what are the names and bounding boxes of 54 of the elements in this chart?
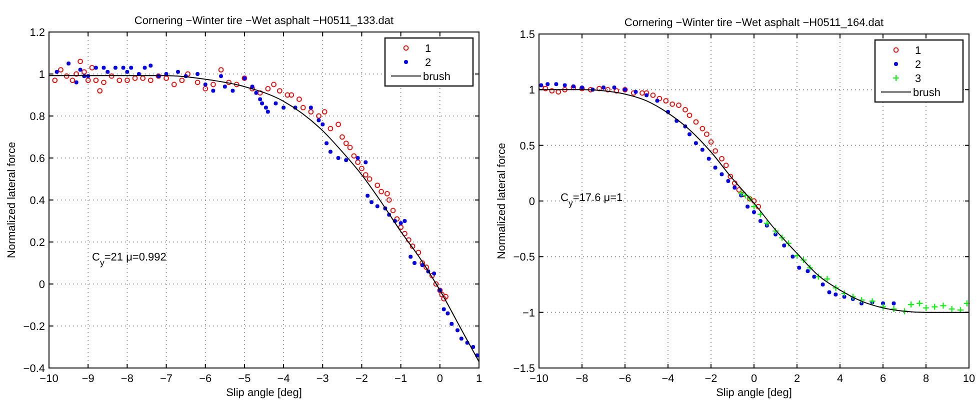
x-tick-label: −2 xyxy=(704,373,718,385)
legend-label: 2 xyxy=(915,59,922,71)
y-tick-label: −1 xyxy=(522,307,535,320)
x-tick-label: 0 xyxy=(436,373,443,385)
x-tick-label: −4 xyxy=(662,373,674,385)
annotation: C$_{y}$=21 μ=0.992 xyxy=(92,251,166,268)
y-tick-label: 1 xyxy=(38,69,45,81)
y-tick-label: 1 xyxy=(528,84,535,97)
x-axis-title: Slip angle [deg] xyxy=(716,387,792,399)
x-tick-label: −8 xyxy=(120,373,134,385)
x-tick-label: −2 xyxy=(355,373,368,385)
y-tick-label: 0.8 xyxy=(30,111,45,123)
y-tick-label: 1.2 xyxy=(30,27,45,39)
x-tick-label: −1 xyxy=(394,373,408,385)
x-tick-label: 1 xyxy=(476,373,482,385)
x-tick-label: −6 xyxy=(199,373,212,385)
y-tick-label: −1.5 xyxy=(513,363,535,375)
x-tick-label: −5 xyxy=(238,373,251,385)
x-tick-label: −6 xyxy=(618,373,632,385)
y-tick-label: 1.5 xyxy=(520,29,535,41)
x-tick-label: 0 xyxy=(750,373,758,385)
x-tick-label: 4 xyxy=(836,373,844,385)
x-tick-label: −8 xyxy=(576,373,588,385)
x-tick-label: 8 xyxy=(922,373,930,385)
y-tick-label: 0.4 xyxy=(30,195,45,207)
legend-label: 2 xyxy=(425,57,432,69)
y-tick-label: 0.5 xyxy=(520,140,535,152)
x-tick-label: −3 xyxy=(316,373,329,385)
y-tick-label: 0.2 xyxy=(30,237,45,249)
legend-label: 1 xyxy=(425,43,432,55)
annotation: C$_{y}$=17.6 μ=1 xyxy=(560,192,623,208)
x-tick-label: −10 xyxy=(40,373,58,385)
x-tick-label: −9 xyxy=(82,373,94,385)
y-tick-label: 0 xyxy=(528,196,535,208)
y-tick-label: −0.4 xyxy=(23,363,45,375)
legend-label: brush xyxy=(423,71,451,83)
x-tick-label: −7 xyxy=(160,373,173,385)
y-tick-label: 0.6 xyxy=(30,153,45,165)
x-tick-label: 2 xyxy=(794,373,800,385)
chart-title: Cornering −Winter tire −Wet asphalt −H0511_164.dat xyxy=(624,17,884,29)
x-tick-label: 6 xyxy=(880,373,886,385)
y-tick-label: −0.2 xyxy=(23,321,45,333)
x-tick-label: −10 xyxy=(530,373,548,385)
x-tick-label: −4 xyxy=(277,373,290,385)
y-tick-label: 0 xyxy=(38,279,45,291)
y-axis-title: Normalized lateral force xyxy=(496,142,508,260)
x-tick-label: 10 xyxy=(962,373,976,385)
y-axis-title: Normalized lateral force xyxy=(6,142,18,258)
y-tick-label: −0.5 xyxy=(513,252,535,264)
x-axis-title: Slip angle [deg] xyxy=(226,387,302,399)
legend-label: 1 xyxy=(915,45,922,57)
legend-label: 3 xyxy=(915,73,922,85)
legend-label: brush xyxy=(913,87,941,99)
chart-title: Cornering −Winter tire −Wet asphalt −H0511_133.dat xyxy=(134,15,394,27)
